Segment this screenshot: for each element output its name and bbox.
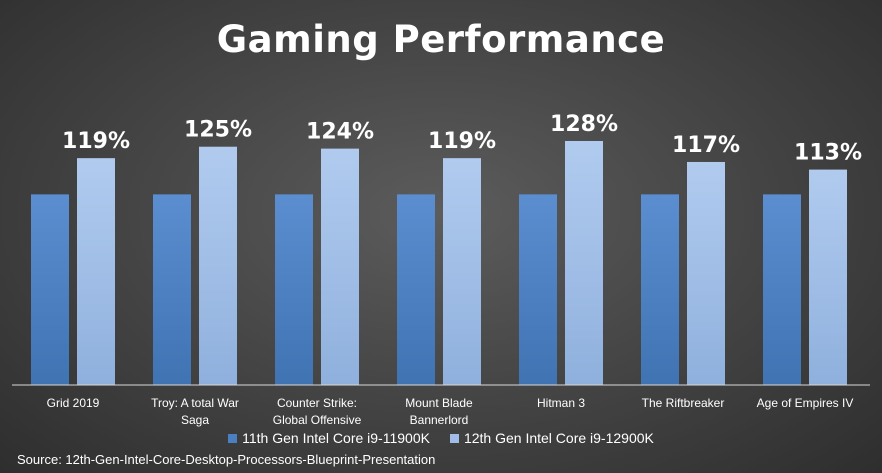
data-label-3: 119%: [428, 129, 496, 154]
bar-12th-gen-6: [809, 169, 847, 385]
bar-12th-gen-3: [443, 158, 481, 385]
category-label-4: Hitman 3: [503, 395, 619, 412]
legend-label-12th-gen: 12th Gen Intel Core i9-12900K: [463, 430, 654, 446]
category-label-6: Age of Empires IV: [747, 395, 863, 412]
category-label-1: Troy: A total War Saga: [137, 395, 253, 429]
category-label-line: Troy: A total War: [151, 396, 239, 410]
legend-swatch-12th-gen: [449, 433, 459, 443]
data-label-4: 128%: [550, 112, 618, 137]
category-label-line: Counter Strike:: [276, 396, 358, 410]
category-label-5: The Riftbreaker: [625, 395, 741, 412]
category-label-line: Mount Blade: [405, 396, 473, 410]
legend: 11th Gen Intel Core i9-11900K 12th Gen I…: [0, 430, 882, 446]
data-label-6: 113%: [794, 141, 862, 166]
legend-item-12th-gen: 12th Gen Intel Core i9-12900K: [449, 430, 654, 446]
bar-12th-gen-1: [199, 146, 237, 385]
bar-11th-gen-3: [397, 194, 435, 385]
category-label-0: Grid 2019: [15, 395, 131, 412]
bar-11th-gen-0: [31, 194, 69, 385]
bar-12th-gen-4: [565, 141, 603, 385]
bar-12th-gen-5: [687, 161, 725, 385]
data-label-5: 117%: [672, 133, 740, 158]
bar-chart: 119% 125% 124% 119% 128% 117% 113%: [12, 112, 870, 386]
legend-item-11th-gen: 11th Gen Intel Core i9-11900K: [228, 430, 430, 446]
data-label-2: 124%: [306, 120, 374, 145]
bars-group: 119% 125% 124% 119% 128% 117% 113%: [31, 112, 862, 385]
bar-12th-gen-2: [321, 148, 359, 385]
category-label-line: The Riftbreaker: [641, 396, 725, 410]
bar-11th-gen-5: [641, 194, 679, 385]
category-label-line: Hitman 3: [536, 396, 586, 410]
bar-11th-gen-1: [153, 194, 191, 385]
bar-11th-gen-2: [275, 194, 313, 385]
legend-label-11th-gen: 11th Gen Intel Core i9-11900K: [242, 430, 430, 446]
legend-swatch-11th-gen: [228, 433, 238, 443]
category-label-line: Bannerlord: [409, 413, 469, 427]
bar-11th-gen-4: [519, 194, 557, 385]
data-label-1: 125%: [184, 118, 252, 143]
category-label-2: Counter Strike: Global Offensive: [259, 395, 375, 429]
chart-title: Gaming Performance: [216, 18, 666, 61]
bar-12th-gen-0: [77, 158, 115, 385]
bar-11th-gen-6: [763, 194, 801, 385]
category-label-line: Saga: [180, 413, 210, 427]
category-label-3: Mount Blade Bannerlord: [381, 395, 497, 429]
data-label-0: 119%: [62, 129, 130, 154]
category-label-line: Grid 2019: [46, 396, 100, 410]
source-note: Source: 12th-Gen-Intel-Core-Desktop-Proc…: [17, 452, 436, 467]
category-label-line: Global Offensive: [272, 413, 362, 427]
category-label-line: Age of Empires IV: [756, 396, 854, 410]
